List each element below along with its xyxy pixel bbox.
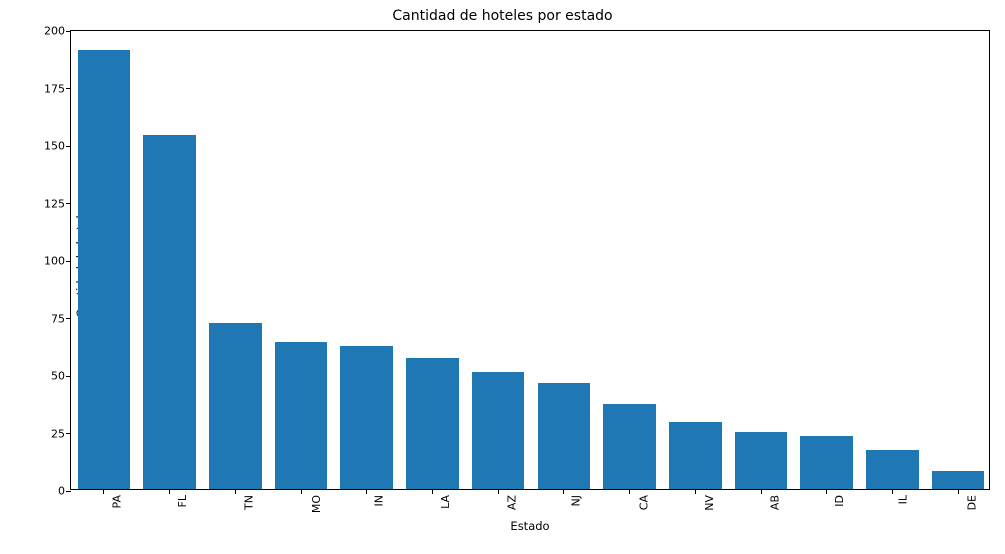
bar <box>340 346 393 489</box>
bar <box>932 471 985 489</box>
bar <box>406 358 459 489</box>
x-tick-mark <box>498 489 499 494</box>
bar <box>866 450 919 489</box>
x-tick-label: PA <box>111 495 124 508</box>
y-tick-label: 0 <box>58 485 71 498</box>
chart-title: Cantidad de hoteles por estado <box>0 8 1005 24</box>
x-tick-label: IL <box>897 495 910 504</box>
bar <box>143 135 196 489</box>
y-tick-label: 50 <box>51 370 71 383</box>
x-tick-label: TN <box>243 495 256 510</box>
x-tick-label: DE <box>966 495 979 510</box>
x-tick-label: AB <box>769 495 782 510</box>
bar <box>538 383 591 489</box>
x-tick-label: AZ <box>506 495 519 510</box>
x-tick-mark <box>366 489 367 494</box>
y-tick-label: 75 <box>51 312 71 325</box>
bar <box>472 372 525 489</box>
x-tick-label: ID <box>833 495 846 507</box>
y-tick-label: 25 <box>51 427 71 440</box>
x-tick-mark <box>169 489 170 494</box>
x-tick-mark <box>695 489 696 494</box>
bar <box>669 422 722 489</box>
x-tick-mark <box>235 489 236 494</box>
x-tick-mark <box>301 489 302 494</box>
x-tick-label: NJ <box>570 495 583 506</box>
y-tick-label: 100 <box>44 255 71 268</box>
y-tick-label: 175 <box>44 82 71 95</box>
plot-area: Cantidad de hoteles Estado 0255075100125… <box>70 30 990 490</box>
x-tick-label: NV <box>703 495 716 511</box>
x-tick-label: MO <box>310 495 323 513</box>
x-tick-mark <box>761 489 762 494</box>
bar <box>735 432 788 490</box>
x-tick-label: CA <box>637 495 650 510</box>
x-tick-mark <box>629 489 630 494</box>
x-tick-mark <box>892 489 893 494</box>
x-tick-mark <box>563 489 564 494</box>
figure: Cantidad de hoteles por estado Cantidad … <box>0 0 1005 554</box>
y-tick-label: 200 <box>44 25 71 38</box>
bar <box>800 436 853 489</box>
y-tick-label: 125 <box>44 197 71 210</box>
x-tick-label: FL <box>176 495 189 507</box>
bar <box>603 404 656 489</box>
x-axis-label: Estado <box>71 519 989 533</box>
bar <box>275 342 328 489</box>
y-tick-label: 150 <box>44 140 71 153</box>
x-tick-mark <box>826 489 827 494</box>
bar <box>78 50 131 489</box>
x-tick-label: IN <box>372 495 385 506</box>
x-tick-label: LA <box>439 495 452 509</box>
x-tick-mark <box>432 489 433 494</box>
x-tick-mark <box>103 489 104 494</box>
bar <box>209 323 262 489</box>
x-tick-mark <box>958 489 959 494</box>
